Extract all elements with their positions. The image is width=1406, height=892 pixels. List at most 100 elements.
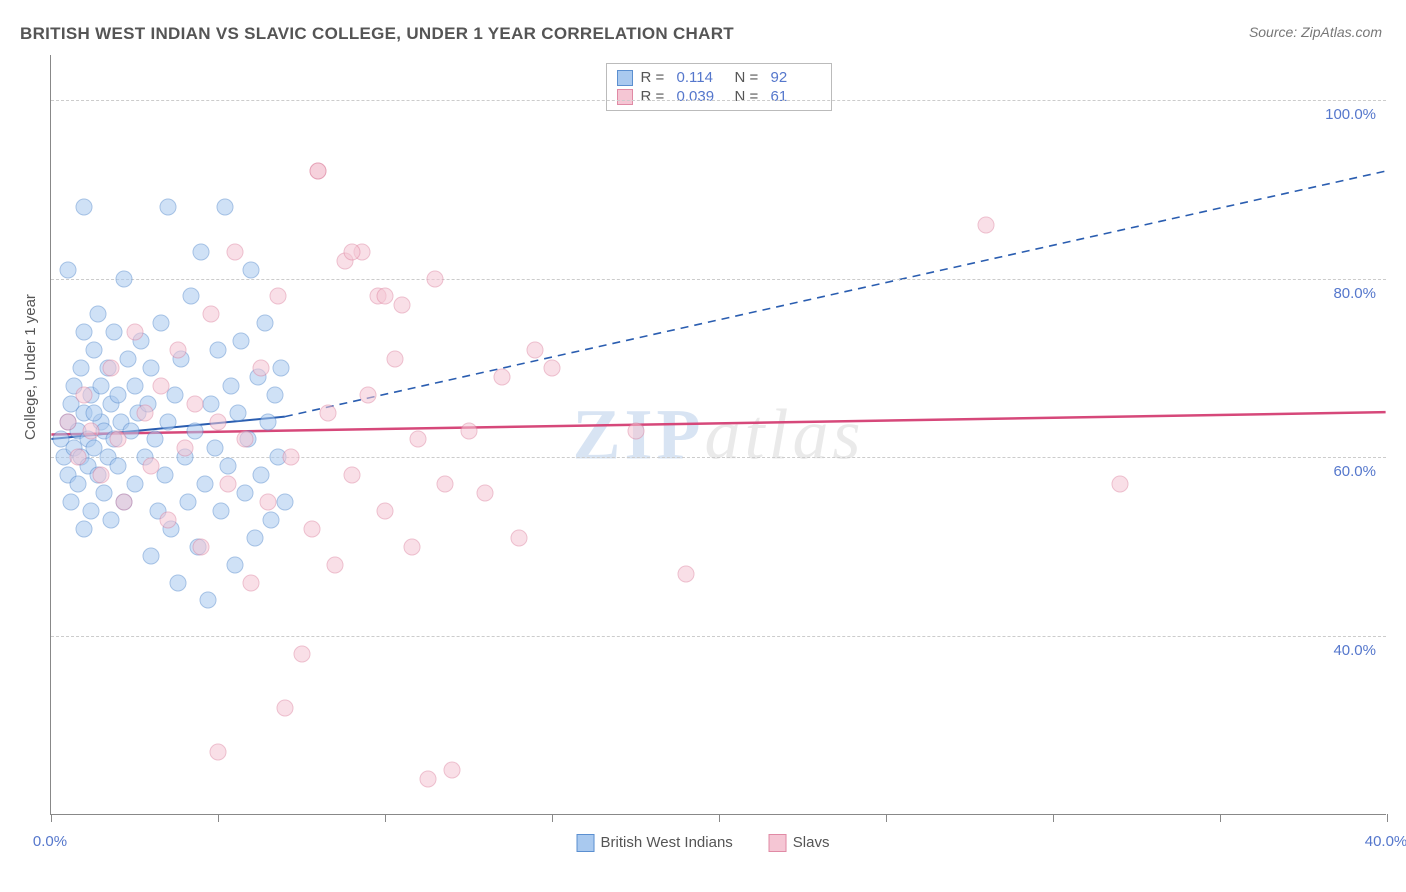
scatter-point <box>126 377 143 394</box>
scatter-point <box>203 306 220 323</box>
scatter-point <box>146 431 163 448</box>
scatter-point <box>210 744 227 761</box>
scatter-point <box>153 377 170 394</box>
scatter-point <box>387 351 404 368</box>
scatter-point <box>1111 476 1128 493</box>
scatter-point <box>93 377 110 394</box>
scatter-point <box>116 494 133 511</box>
scatter-point <box>186 395 203 412</box>
scatter-point <box>260 413 277 430</box>
chart-title: BRITISH WEST INDIAN VS SLAVIC COLLEGE, U… <box>20 24 734 44</box>
scatter-point <box>263 511 280 528</box>
scatter-point <box>193 243 210 260</box>
scatter-point <box>460 422 477 439</box>
scatter-point <box>89 306 106 323</box>
scatter-point <box>206 440 223 457</box>
scatter-point <box>270 288 287 305</box>
watermark: ZIPatlas <box>572 393 864 476</box>
scatter-point <box>76 324 93 341</box>
scatter-point <box>246 529 263 546</box>
scatter-point <box>627 422 644 439</box>
scatter-point <box>103 511 120 528</box>
scatter-point <box>326 556 343 573</box>
gridline <box>51 279 1386 280</box>
scatter-point <box>226 556 243 573</box>
stats-row: R = 0.114 N = 92 <box>617 68 821 87</box>
scatter-point <box>978 216 995 233</box>
scatter-point <box>253 467 270 484</box>
scatter-point <box>360 386 377 403</box>
scatter-point <box>253 359 270 376</box>
scatter-point <box>377 503 394 520</box>
legend-label: British West Indians <box>601 834 733 851</box>
scatter-point <box>103 359 120 376</box>
watermark-part2: atlas <box>705 394 865 474</box>
scatter-point <box>59 413 76 430</box>
scatter-point <box>59 261 76 278</box>
stats-n-label: N = <box>735 88 763 105</box>
scatter-point <box>116 270 133 287</box>
scatter-point <box>443 762 460 779</box>
scatter-point <box>176 440 193 457</box>
scatter-plot-area: ZIPatlas R =0.114N =92R =0.039N =61 40.0… <box>50 55 1386 815</box>
scatter-point <box>126 324 143 341</box>
stats-r-label: R = <box>641 69 669 86</box>
stats-n-label: N = <box>735 69 763 86</box>
x-tick <box>886 814 887 822</box>
scatter-point <box>276 494 293 511</box>
scatter-point <box>393 297 410 314</box>
scatter-point <box>169 342 186 359</box>
scatter-point <box>183 288 200 305</box>
x-tick <box>552 814 553 822</box>
scatter-point <box>260 494 277 511</box>
scatter-point <box>159 199 176 216</box>
y-tick-label: 60.0% <box>1333 463 1376 480</box>
scatter-point <box>159 413 176 430</box>
scatter-point <box>243 574 260 591</box>
scatter-point <box>677 565 694 582</box>
stats-n-value: 92 <box>771 69 821 86</box>
scatter-point <box>223 377 240 394</box>
scatter-point <box>276 699 293 716</box>
x-tick <box>51 814 52 822</box>
scatter-point <box>273 359 290 376</box>
legend-label: Slavs <box>793 834 830 851</box>
scatter-point <box>527 342 544 359</box>
scatter-point <box>510 529 527 546</box>
correlation-stats-box: R =0.114N =92R =0.039N =61 <box>606 63 832 111</box>
scatter-point <box>437 476 454 493</box>
scatter-point <box>73 359 90 376</box>
gridline <box>51 457 1386 458</box>
scatter-point <box>343 243 360 260</box>
scatter-point <box>93 467 110 484</box>
scatter-point <box>83 503 100 520</box>
y-tick-label: 80.0% <box>1333 285 1376 302</box>
scatter-point <box>403 538 420 555</box>
scatter-point <box>420 771 437 788</box>
scatter-point <box>83 422 100 439</box>
scatter-point <box>106 324 123 341</box>
scatter-point <box>169 574 186 591</box>
scatter-point <box>76 520 93 537</box>
scatter-point <box>230 404 247 421</box>
gridline <box>51 100 1386 101</box>
scatter-point <box>233 333 250 350</box>
scatter-point <box>186 422 203 439</box>
scatter-point <box>76 386 93 403</box>
trend-line-dashed <box>285 171 1386 417</box>
legend-item: British West Indians <box>577 834 733 852</box>
scatter-point <box>143 547 160 564</box>
scatter-point <box>210 342 227 359</box>
scatter-point <box>109 431 126 448</box>
scatter-point <box>213 503 230 520</box>
stats-r-value: 0.114 <box>677 69 727 86</box>
scatter-point <box>477 485 494 502</box>
scatter-point <box>153 315 170 332</box>
scatter-point <box>179 494 196 511</box>
scatter-point <box>143 458 160 475</box>
scatter-point <box>236 431 253 448</box>
stats-swatch <box>617 70 633 86</box>
scatter-point <box>243 261 260 278</box>
scatter-point <box>63 494 80 511</box>
y-tick-label: 100.0% <box>1325 106 1376 123</box>
